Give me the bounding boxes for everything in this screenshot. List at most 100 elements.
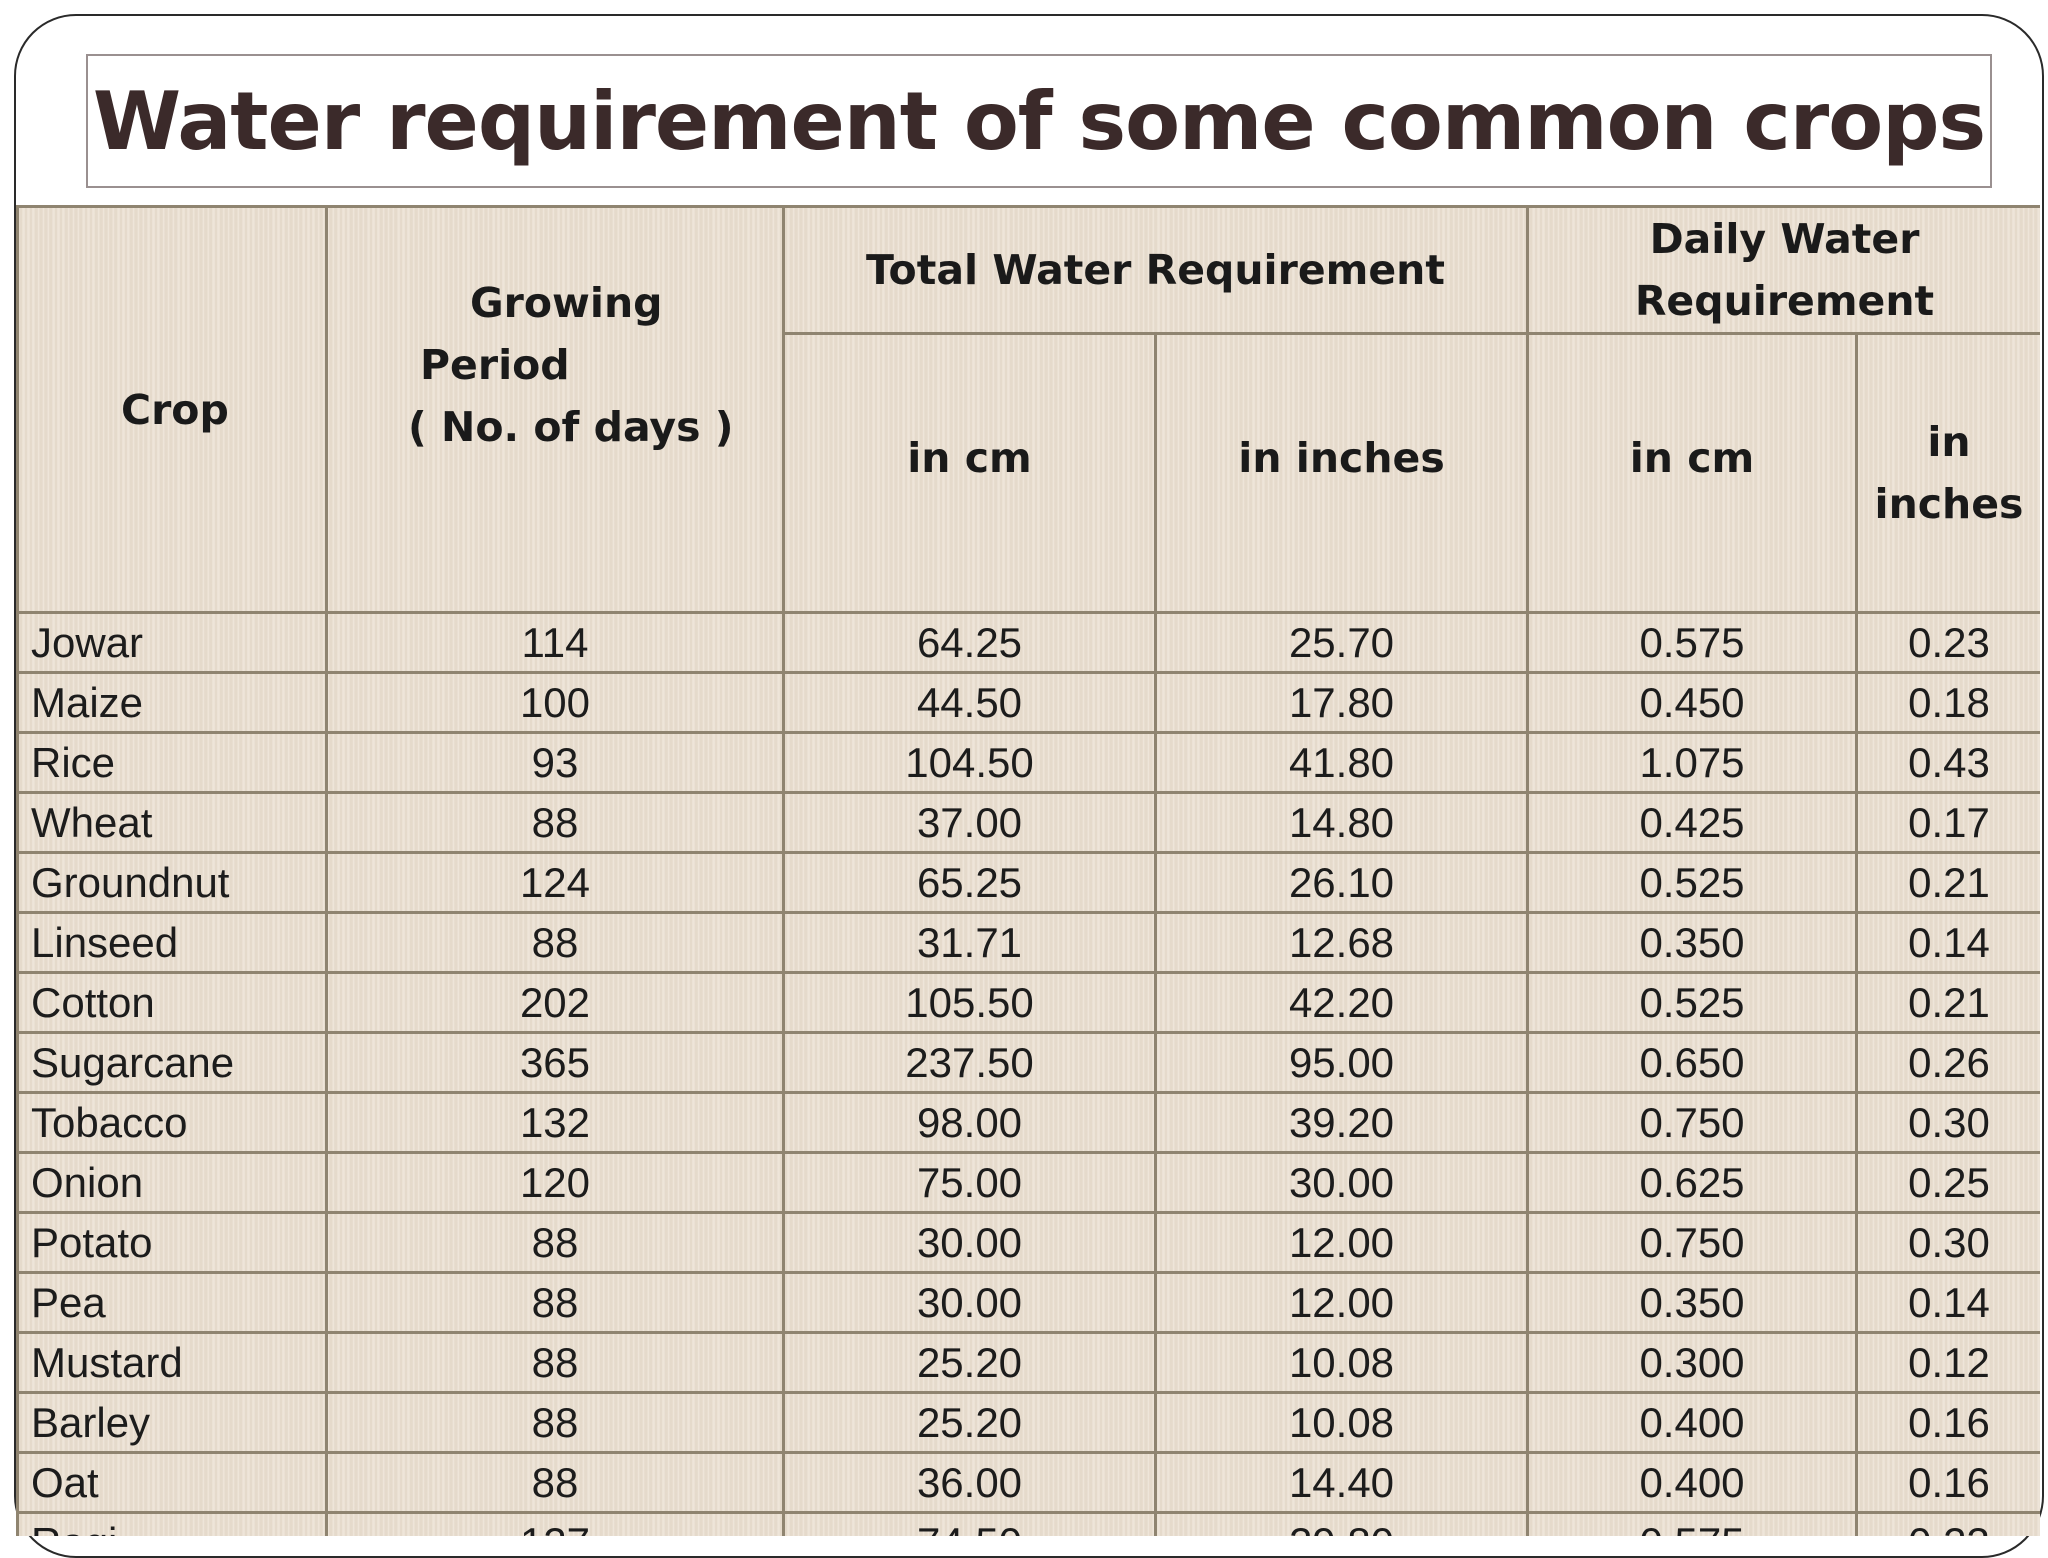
cell-total-inches: 12.00	[1154, 1271, 1529, 1334]
cell-daily-cm: 0.525	[1526, 851, 1858, 914]
cell-total-cm: 44.50	[782, 671, 1157, 734]
cell-crop: Ragi	[16, 1511, 328, 1536]
cell-crop: Rice	[16, 731, 328, 794]
cell-crop: Groundnut	[16, 851, 328, 914]
table-row: Tobacco 132 98.00 39.20 0.750 0.30	[16, 1091, 2040, 1154]
table-row: Barley 88 25.20 10.08 0.400 0.16	[16, 1391, 2040, 1454]
cell-daily-inches: 0.21	[1855, 851, 2040, 914]
page-title: Water requirement of some common crops	[92, 74, 1986, 168]
cell-growing-period: 88	[325, 1271, 785, 1334]
cell-daily-cm: 0.300	[1526, 1331, 1858, 1394]
cell-daily-cm: 1.075	[1526, 731, 1858, 794]
cell-total-inches: 14.40	[1154, 1451, 1529, 1514]
cell-growing-period: 88	[325, 1391, 785, 1454]
cell-crop: Sugarcane	[16, 1031, 328, 1094]
table-row: Onion 120 75.00 30.00 0.625 0.25	[16, 1151, 2040, 1214]
cell-total-inches: 12.00	[1154, 1211, 1529, 1274]
cell-total-cm: 105.50	[782, 971, 1157, 1034]
header-growing-period: Growing Period ( No. of days )	[325, 205, 785, 614]
cell-growing-period: 365	[325, 1031, 785, 1094]
cell-crop: Wheat	[16, 791, 328, 854]
cell-total-cm: 25.20	[782, 1331, 1157, 1394]
cell-total-cm: 36.00	[782, 1451, 1157, 1514]
cell-daily-inches: 0.16	[1855, 1451, 2040, 1514]
cell-daily-inches: 0.30	[1855, 1211, 2040, 1274]
cell-growing-period: 88	[325, 911, 785, 974]
cell-growing-period: 88	[325, 1211, 785, 1274]
cell-daily-inches: 0.12	[1855, 1331, 2040, 1394]
header-crop: Crop	[16, 205, 328, 614]
cell-crop: Barley	[16, 1391, 328, 1454]
table-row: Ragi 127 74.50 29.80 0.575 0.23	[16, 1511, 2040, 1536]
header-total-water: Total Water Requirement	[782, 205, 1529, 335]
cell-total-inches: 29.80	[1154, 1511, 1529, 1536]
table-row: Rice 93 104.50 41.80 1.075 0.43	[16, 731, 2040, 794]
cell-total-inches: 25.70	[1154, 611, 1529, 674]
cell-daily-cm: 0.750	[1526, 1091, 1858, 1154]
table-row: Groundnut 124 65.25 26.10 0.525 0.21	[16, 851, 2040, 914]
header-total-inches: in inches	[1154, 332, 1529, 614]
cell-total-cm: 104.50	[782, 731, 1157, 794]
cell-crop: Tobacco	[16, 1091, 328, 1154]
cell-total-cm: 65.25	[782, 851, 1157, 914]
cell-crop: Jowar	[16, 611, 328, 674]
cell-crop: Linseed	[16, 911, 328, 974]
cell-daily-cm: 0.350	[1526, 1271, 1858, 1334]
cell-growing-period: 124	[325, 851, 785, 914]
cell-growing-period: 88	[325, 1331, 785, 1394]
cell-total-cm: 30.00	[782, 1271, 1157, 1334]
cell-growing-period: 132	[325, 1091, 785, 1154]
cell-daily-cm: 0.575	[1526, 611, 1858, 674]
cell-total-cm: 64.25	[782, 611, 1157, 674]
cell-total-inches: 10.08	[1154, 1391, 1529, 1454]
title-box: Water requirement of some common crops	[86, 54, 1992, 188]
cell-total-cm: 30.00	[782, 1211, 1157, 1274]
cell-daily-inches: 0.23	[1855, 1511, 2040, 1536]
header-daily-water-line2: Requirement	[1634, 277, 1935, 325]
table-row: Wheat 88 37.00 14.80 0.425 0.17	[16, 791, 2040, 854]
table-container: Crop Growing Period ( No. of days ) Tota…	[16, 205, 2040, 1536]
cell-daily-inches: 0.16	[1855, 1391, 2040, 1454]
cell-total-inches: 42.20	[1154, 971, 1529, 1034]
cell-growing-period: 88	[325, 791, 785, 854]
table-row: Sugarcane 365 237.50 95.00 0.650 0.26	[16, 1031, 2040, 1094]
cell-total-cm: 74.50	[782, 1511, 1157, 1536]
cell-daily-inches: 0.43	[1855, 731, 2040, 794]
cell-daily-inches: 0.14	[1855, 911, 2040, 974]
cell-total-cm: 37.00	[782, 791, 1157, 854]
header-growing-period-line3: ( No. of days )	[408, 403, 734, 451]
cell-daily-cm: 0.400	[1526, 1391, 1858, 1454]
cell-crop: Maize	[16, 671, 328, 734]
cell-crop: Potato	[16, 1211, 328, 1274]
cell-daily-inches: 0.17	[1855, 791, 2040, 854]
cell-total-cm: 98.00	[782, 1091, 1157, 1154]
cell-daily-inches: 0.26	[1855, 1031, 2040, 1094]
cell-total-inches: 41.80	[1154, 731, 1529, 794]
cell-daily-inches: 0.21	[1855, 971, 2040, 1034]
cell-crop: Oat	[16, 1451, 328, 1514]
cell-daily-inches: 0.23	[1855, 611, 2040, 674]
table-row: Pea 88 30.00 12.00 0.350 0.14	[16, 1271, 2040, 1334]
cell-total-inches: 95.00	[1154, 1031, 1529, 1094]
cell-growing-period: 202	[325, 971, 785, 1034]
cell-total-cm: 237.50	[782, 1031, 1157, 1094]
cell-total-inches: 10.08	[1154, 1331, 1529, 1394]
header-daily-inches: in inches	[1855, 332, 2040, 614]
cell-daily-inches: 0.18	[1855, 671, 2040, 734]
cell-daily-cm: 0.350	[1526, 911, 1858, 974]
header-total-cm: in cm	[782, 332, 1157, 614]
table-row: Linseed 88 31.71 12.68 0.350 0.14	[16, 911, 2040, 974]
cell-growing-period: 120	[325, 1151, 785, 1214]
header-daily-inches-line1: in	[1927, 418, 1971, 466]
cell-crop: Onion	[16, 1151, 328, 1214]
cell-growing-period: 100	[325, 671, 785, 734]
cell-total-inches: 14.80	[1154, 791, 1529, 854]
header-growing-period-line1: Growing	[470, 279, 663, 327]
cell-daily-cm: 0.400	[1526, 1451, 1858, 1514]
cell-total-inches: 17.80	[1154, 671, 1529, 734]
cell-daily-inches: 0.14	[1855, 1271, 2040, 1334]
cell-growing-period: 88	[325, 1451, 785, 1514]
cell-daily-cm: 0.425	[1526, 791, 1858, 854]
water-requirement-table: Crop Growing Period ( No. of days ) Tota…	[16, 205, 2040, 1536]
cell-daily-cm: 0.750	[1526, 1211, 1858, 1274]
